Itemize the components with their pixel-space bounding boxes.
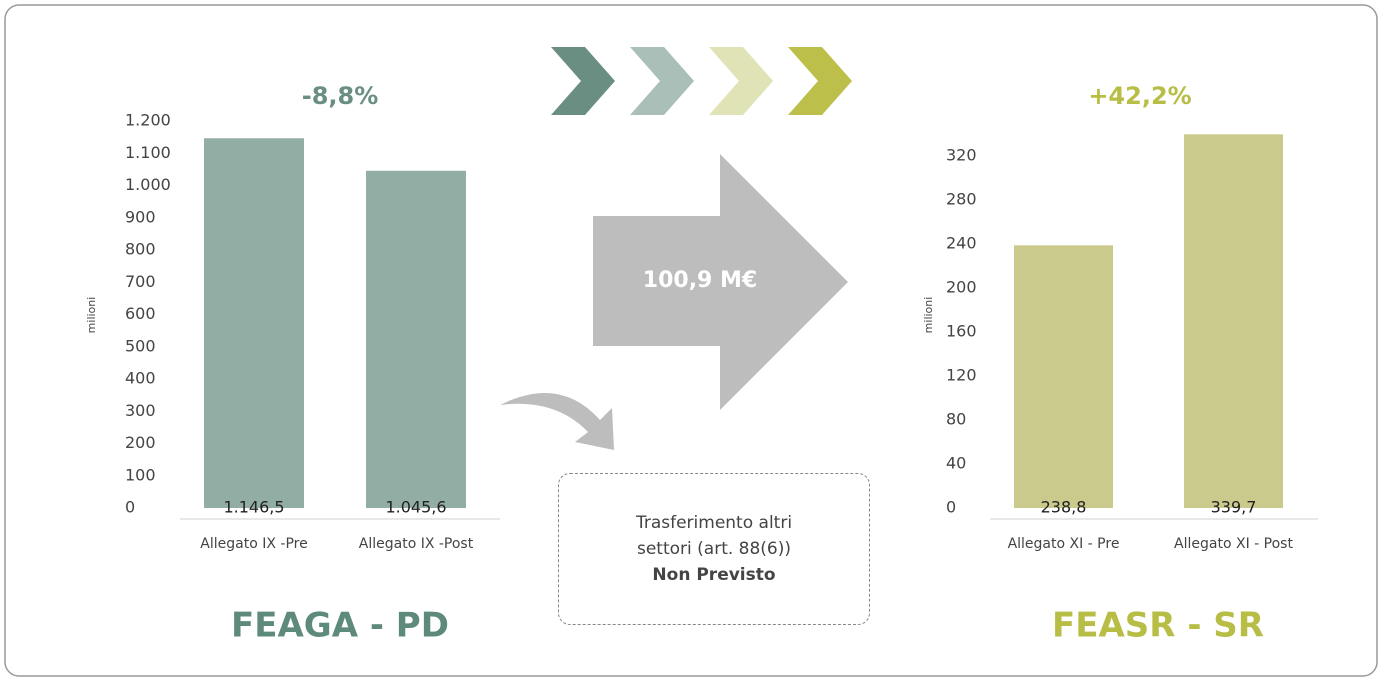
chevron [630, 47, 694, 115]
bar [204, 138, 304, 508]
bar [1184, 134, 1283, 508]
big-arrow [593, 154, 848, 410]
y-tick-label: 0 [946, 498, 956, 517]
transfer-text: Trasferimento altri settori (art. 88(6)) [635, 513, 793, 559]
y-tick-label: 0 [125, 498, 135, 517]
value-label: 1.045,6 [385, 498, 446, 517]
bar [1014, 245, 1113, 508]
y-tick-label: 80 [946, 410, 966, 429]
y-axis-label: milioni [922, 297, 935, 334]
annotation: -8,8% [302, 82, 379, 110]
x-tick-label: Allegato XI - Pre [1008, 536, 1120, 552]
chevron [551, 47, 615, 115]
y-tick-label: 40 [946, 454, 966, 473]
y-tick-label: 800 [125, 240, 156, 259]
y-tick-label: 600 [125, 304, 156, 323]
transfer-status: Non Previsto [652, 565, 776, 585]
y-tick-label: 200 [125, 433, 156, 452]
y-tick-label: 1.200 [125, 111, 171, 130]
chevron [709, 47, 773, 115]
y-tick-label: 100 [125, 465, 156, 484]
transfer-box: Trasferimento altri settori (art. 88(6))… [558, 473, 870, 625]
y-tick-label: 320 [946, 146, 977, 165]
y-tick-label: 200 [946, 278, 977, 297]
value-label: 1.146,5 [223, 498, 284, 517]
x-tick-label: Allegato XI - Post [1174, 536, 1293, 552]
y-tick-label: 500 [125, 336, 156, 355]
y-tick-label: 280 [946, 190, 977, 209]
chart-title: FEASR - SR [1052, 606, 1264, 646]
y-tick-label: 120 [946, 366, 977, 385]
value-label: 238,8 [1041, 498, 1087, 517]
y-tick-label: 1.000 [125, 175, 171, 194]
x-tick-label: Allegato IX -Pre [200, 536, 307, 552]
y-tick-label: 700 [125, 272, 156, 291]
y-tick-label: 400 [125, 369, 156, 388]
y-tick-label: 900 [125, 207, 156, 226]
annotation: +42,2% [1088, 82, 1191, 110]
y-tick-label: 240 [946, 234, 977, 253]
y-tick-label: 1.100 [125, 143, 171, 162]
chevron [788, 47, 852, 115]
value-label: 339,7 [1211, 498, 1257, 517]
curved-arrow [500, 393, 614, 450]
y-tick-label: 160 [946, 322, 977, 341]
y-axis-label: milioni [85, 297, 98, 334]
transfer-amount: 100,9 M€ [643, 268, 757, 293]
chevrons [551, 47, 852, 115]
x-tick-label: Allegato IX -Post [359, 536, 474, 552]
bar [366, 170, 466, 508]
y-tick-label: 300 [125, 401, 156, 420]
chart-title: FEAGA - PD [231, 606, 449, 646]
